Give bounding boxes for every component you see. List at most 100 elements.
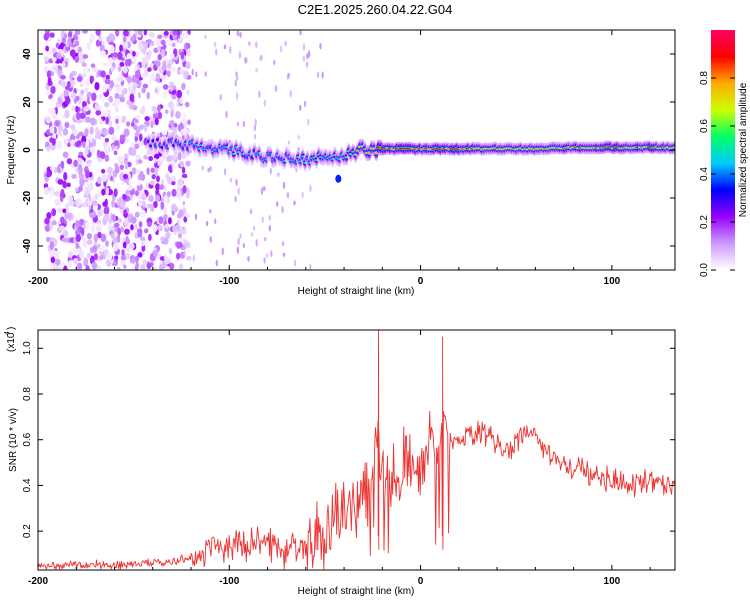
spectrogram-noise-blob — [179, 98, 184, 104]
spectrogram-noise-blob — [209, 209, 212, 214]
spectrogram-noise-blob — [265, 253, 269, 259]
spectrogram-noise-blob — [76, 119, 83, 124]
spectrogram-noise-blob — [91, 200, 98, 206]
snr-y-label: SNR (10 * v/v) — [8, 408, 19, 472]
spectrogram-noise-blob — [74, 187, 79, 192]
spectrogram-noise-blob — [44, 176, 49, 182]
spectrogram-noise-blob — [111, 199, 116, 208]
spectrogram-noise-blob — [62, 151, 69, 159]
spectrogram-noise-blob — [61, 60, 66, 69]
spectrogram-noise-blob — [147, 67, 152, 72]
spectrogram-noise-blob — [90, 63, 96, 68]
y-tick-label: -20 — [22, 190, 33, 205]
spectrogram-noise-blob — [141, 240, 145, 247]
spectrogram-noise-blob — [134, 211, 140, 218]
spectrogram-noise-blob — [139, 170, 144, 180]
spectrogram-noise-blob — [155, 183, 161, 191]
spectrogram-noise-blob — [112, 236, 117, 244]
spectrogram-y-label: Frequency (Hz) — [6, 116, 17, 185]
spectrogram-noise-blob — [60, 188, 65, 198]
spectrogram-noise-blob — [93, 253, 98, 261]
spectrogram-noise-blob — [129, 93, 135, 102]
snr-y-ticks: 0.2 0.4 0.6 0.8 1.0 — [22, 341, 675, 538]
spectrogram-y-ticks: -40 -20 0 20 40 — [22, 48, 675, 253]
spectrogram-noise-blob — [54, 65, 59, 74]
spectrogram-noise-blob — [185, 190, 191, 199]
spectrogram-noise-blob — [215, 48, 218, 56]
spectrogram-noise-blob — [50, 86, 56, 94]
spectrogram-noise-blob — [49, 125, 55, 134]
spectrogram-noise-blob — [169, 167, 173, 174]
spectrogram-noise-blob — [144, 116, 150, 122]
colorbar-tick-label: 0.8 — [699, 71, 710, 85]
spectrogram-noise-blob — [99, 110, 106, 117]
spectrogram-noise-blob — [141, 87, 146, 94]
spectrogram-noise-blob — [76, 262, 83, 270]
spectrogram-noise-blob — [81, 100, 87, 108]
spectrogram-noise-blob — [170, 110, 174, 118]
spectrogram-noise-blob — [147, 49, 152, 56]
spectrogram-noise-blob — [238, 51, 242, 59]
spectrogram-noise-blob — [172, 30, 178, 36]
spectrogram-noise-blob — [93, 240, 98, 247]
spectrogram-noise-blob — [61, 237, 68, 243]
spectrogram-noise-blob — [124, 228, 130, 235]
spectrogram-noise-blob — [108, 218, 113, 224]
spectrogram-noise-blob — [248, 41, 251, 46]
spectrogram-noise-blob — [168, 247, 173, 255]
spectrogram-noise-blob — [135, 261, 140, 269]
spectrogram-noise-blob — [111, 144, 115, 150]
spectrogram-noise-blob — [100, 152, 104, 159]
spectrogram-noise-blob — [103, 206, 110, 215]
spectrogram-noise-blob — [105, 116, 110, 125]
spectrogram-noise-blob — [121, 249, 125, 256]
spectrogram-noise-blob — [153, 201, 158, 209]
spectrogram-noise-blob — [45, 89, 52, 96]
spectrogram-noise-blob — [86, 239, 93, 245]
spectrogram-noise-blob — [184, 101, 190, 108]
snr-series-line — [38, 330, 675, 570]
spectrogram-noise-blob — [71, 92, 77, 100]
spectrogram-noise-blob — [116, 124, 120, 131]
y-tick-label: 20 — [22, 96, 33, 108]
spectrogram-noise-blob — [123, 264, 127, 269]
spectrogram-noise-blob — [123, 173, 129, 180]
colorbar-label: Normalized spectral amplitude — [738, 82, 749, 217]
spectrogram-noise-blob — [146, 221, 152, 228]
spectrogram-noise-blob — [264, 237, 267, 242]
spectrogram-noise-blob — [78, 151, 84, 157]
spectrogram-noise-blob — [63, 33, 68, 39]
spectrogram-noise-blob — [112, 242, 119, 252]
spectrogram-noise-blob — [159, 158, 165, 163]
spectrogram-noise-blob — [56, 140, 63, 150]
spectrogram-noise-blob — [84, 79, 90, 87]
spectrogram-noise-blob — [89, 137, 93, 143]
spectrogram-noise-blob — [124, 162, 129, 170]
spectrogram-noise-blob — [49, 221, 53, 231]
spectrogram-noise-blob — [117, 65, 122, 72]
spectrogram-noise-blob — [116, 234, 121, 244]
spectrogram-noise-blob — [137, 252, 143, 258]
y-tick-label: 0.6 — [22, 432, 33, 446]
spectrogram-noise-blob — [52, 111, 57, 120]
spectrogram-noise-blob — [120, 255, 127, 262]
spectrogram-noise-blob — [61, 37, 66, 44]
spectrogram-noise-blob — [225, 110, 228, 119]
spectrogram-noise-blob — [122, 241, 127, 249]
spectrogram-noise-blob — [64, 202, 70, 210]
spectrogram-noise-blob — [104, 144, 110, 152]
spectrogram-noise-blob — [124, 153, 129, 159]
spectrogram-noise-blob — [173, 123, 178, 128]
spectrogram-noise-blob — [235, 178, 238, 186]
spectrogram-noise-blob — [62, 229, 69, 237]
spectrogram-noise-blob — [57, 125, 64, 132]
spectrogram-noise-blob — [44, 65, 48, 74]
spectrogram-noise-blob — [316, 71, 320, 78]
spectrogram-noise-blob — [100, 70, 106, 78]
spectrogram-noise-blob — [75, 95, 80, 102]
colorbar-ticks: 0.0 0.2 0.4 0.6 0.8 — [699, 71, 735, 277]
spectrogram-noise-blob — [157, 111, 163, 120]
spectrogram-noise-blob — [70, 80, 75, 88]
spectrogram-noise-blob — [114, 106, 120, 113]
